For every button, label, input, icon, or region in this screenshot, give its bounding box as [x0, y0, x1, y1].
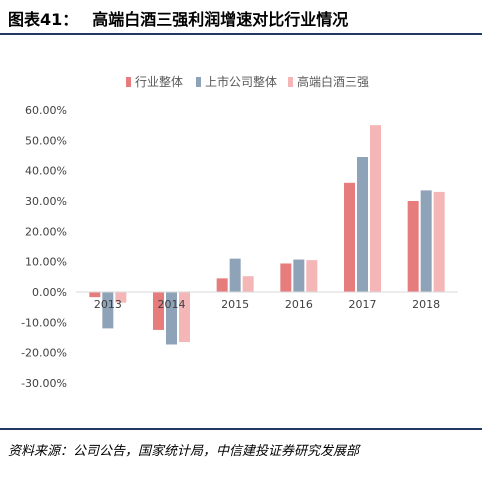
y-tick-label: 40.00%: [25, 165, 67, 178]
bar-2017-1: [357, 157, 368, 292]
bottom-rule: [0, 428, 482, 430]
bar-2016-0: [280, 263, 292, 292]
figure-number: 图表41：: [8, 10, 79, 29]
bar-2013-1: [102, 292, 114, 329]
y-tick-label: 30.00%: [25, 195, 67, 208]
y-tick-label: 0.00%: [32, 286, 67, 299]
bar-2018-1: [420, 190, 432, 292]
y-tick-label: 50.00%: [25, 134, 67, 147]
bar-chart: 行业整体 上市公司整体 高端白酒三强 60.00% 50.00% 40.00% 30.00…: [21, 74, 458, 390]
bar-2015-0: [216, 278, 228, 292]
bar-2014-0: [153, 292, 164, 330]
bar-2013-2: [115, 292, 127, 303]
y-tick-label: -20.00%: [21, 347, 67, 360]
bar-2018-0: [407, 201, 419, 292]
y-tick-label: 60.00%: [25, 104, 67, 117]
y-tick-label: 20.00%: [25, 225, 67, 238]
legend-swatch-2: [288, 77, 293, 87]
bar-2015-2: [242, 276, 254, 292]
bar-2017-2: [370, 125, 381, 293]
x-tick-label: 2017: [349, 298, 377, 311]
figure-title-text: 高端白酒三强利润增速对比行业情况: [92, 10, 349, 29]
bar-2015-1: [229, 258, 241, 292]
y-tick-label: -10.00%: [21, 316, 67, 329]
x-tick-label: 2014: [158, 298, 186, 311]
chart-bars: [89, 125, 445, 345]
source-note: 资料来源：公司公告，国家统计局，中信建投证券研究发展部: [8, 444, 360, 459]
chart-legend: 行业整体 上市公司整体 高端白酒三强: [126, 74, 369, 89]
legend-swatch-0: [126, 77, 131, 87]
legend-label-0: 行业整体: [135, 74, 183, 89]
x-tick-label: 2015: [221, 298, 249, 311]
y-tick-label: 10.00%: [25, 256, 67, 269]
bar-2018-2: [433, 191, 445, 292]
x-tick-label: 2018: [412, 298, 440, 311]
bar-2014-2: [179, 292, 190, 343]
figure-title: 图表41： 高端白酒三强利润增速对比行业情况: [8, 6, 474, 30]
top-rule: [0, 33, 482, 35]
y-tick-label: -30.00%: [21, 377, 67, 390]
x-tick-label: 2016: [285, 298, 313, 311]
x-axis: 2013 2014 2015 2016 2017 2018: [76, 291, 458, 311]
bar-2016-1: [293, 259, 305, 292]
legend-label-2: 高端白酒三强: [297, 74, 369, 89]
bar-2013-0: [89, 292, 101, 298]
bar-2014-1: [166, 292, 177, 345]
legend-label-1: 上市公司整体: [205, 74, 277, 89]
bar-2016-2: [306, 260, 318, 292]
bar-2017-0: [344, 182, 355, 292]
y-axis: 60.00% 50.00% 40.00% 30.00% 20.00% 10.00% 0.00…: [21, 104, 67, 390]
x-tick-label: 2013: [94, 298, 122, 311]
legend-swatch-1: [196, 77, 201, 87]
